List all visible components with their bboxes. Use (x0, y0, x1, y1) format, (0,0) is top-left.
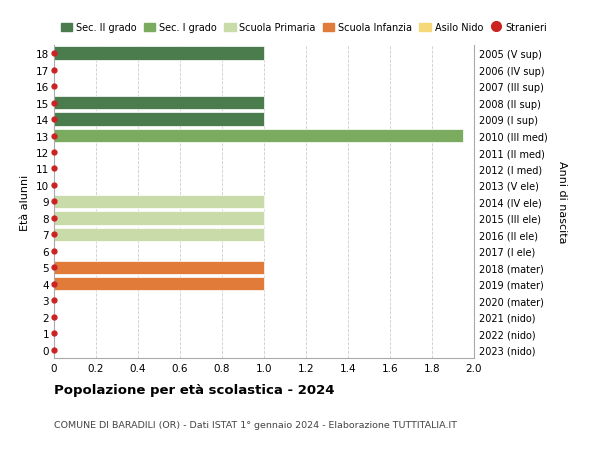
Y-axis label: Età alunni: Età alunni (20, 174, 31, 230)
Y-axis label: Anni di nascita: Anni di nascita (557, 161, 567, 243)
Bar (54, 277, 264, 291)
Bar (54, 261, 264, 274)
Bar (54, 113, 264, 127)
Text: Popolazione per età scolastica - 2024: Popolazione per età scolastica - 2024 (54, 383, 335, 396)
Bar (54, 129, 463, 143)
Bar (54, 228, 264, 241)
Bar (54, 212, 264, 225)
Text: COMUNE DI BARADILI (OR) - Dati ISTAT 1° gennaio 2024 - Elaborazione TUTTITALIA.I: COMUNE DI BARADILI (OR) - Dati ISTAT 1° … (54, 420, 457, 429)
Bar (54, 47, 264, 61)
Legend: Sec. II grado, Sec. I grado, Scuola Primaria, Scuola Infanzia, Asilo Nido, Stran: Sec. II grado, Sec. I grado, Scuola Prim… (59, 21, 549, 35)
Bar (54, 97, 264, 110)
Bar (54, 195, 264, 209)
